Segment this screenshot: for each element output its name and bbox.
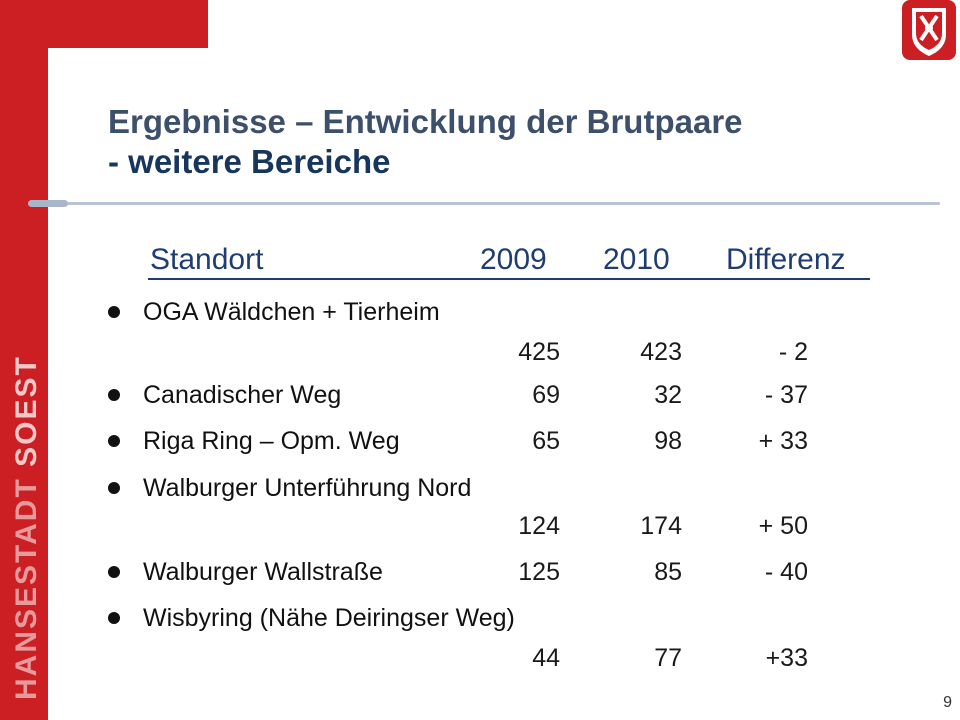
row-3-diff: + 33	[758, 427, 808, 455]
bullet-icon	[108, 612, 120, 624]
title-line1: Ergebnisse – Entwicklung der Brutpaare	[108, 103, 743, 140]
row-6-site: Wisbyring (Nähe Deiringser Weg)	[143, 604, 515, 632]
city-coat-of-arms-logo	[902, 0, 956, 60]
header-2009: 2009	[480, 243, 547, 276]
row-3-2009: 65	[532, 427, 560, 455]
brand-part2: SOEST	[10, 355, 43, 467]
row-2-site: Canadischer Weg	[143, 381, 342, 409]
row-1-2009: 425	[518, 338, 560, 366]
header-site: Standort	[150, 243, 264, 276]
slide-title: Ergebnisse – Entwicklung der Brutpaare -…	[108, 102, 908, 182]
left-red-bar	[0, 0, 48, 720]
brand-part1: HANSESTADT	[10, 477, 43, 700]
row-6-2010: 77	[654, 644, 682, 672]
row-4-diff: + 50	[758, 512, 808, 540]
bullet-icon	[108, 435, 120, 447]
row-4-2010: 174	[640, 512, 682, 540]
row-6-diff: +33	[765, 644, 808, 672]
title-line2: - weitere Bereiche	[108, 143, 391, 180]
row-4-site: Walburger Unterführung Nord	[143, 474, 472, 502]
row-3-2010: 98	[654, 427, 682, 455]
row-5-2009: 125	[518, 558, 560, 586]
top-red-band	[0, 0, 208, 48]
row-5-diff: - 40	[764, 558, 808, 586]
header-underline	[148, 278, 870, 280]
vertical-brand-text: HANSESTADT SOEST	[10, 340, 44, 700]
row-3-site: Riga Ring – Opm. Weg	[143, 427, 400, 455]
bullet-icon	[108, 566, 120, 578]
row-4-2009: 124	[518, 512, 560, 540]
row-6-2009: 44	[532, 644, 560, 672]
page-number: 9	[943, 694, 952, 711]
row-2-2009: 69	[532, 381, 560, 409]
row-2-2010: 32	[654, 381, 682, 409]
row-5-2010: 85	[654, 558, 682, 586]
bullet-icon	[108, 389, 120, 401]
bullet-icon	[108, 306, 120, 318]
bullet-icon	[108, 482, 120, 494]
row-1-2010: 423	[640, 338, 682, 366]
row-1-site: OGA Wäldchen + Tierheim	[143, 298, 440, 326]
row-2-diff: - 37	[764, 381, 808, 409]
row-1-diff: - 2	[778, 338, 808, 366]
row-5-site: Walburger Wallstraße	[143, 558, 383, 586]
header-2010: 2010	[603, 243, 670, 276]
title-divider	[28, 200, 940, 207]
header-diff: Differenz	[726, 243, 846, 276]
